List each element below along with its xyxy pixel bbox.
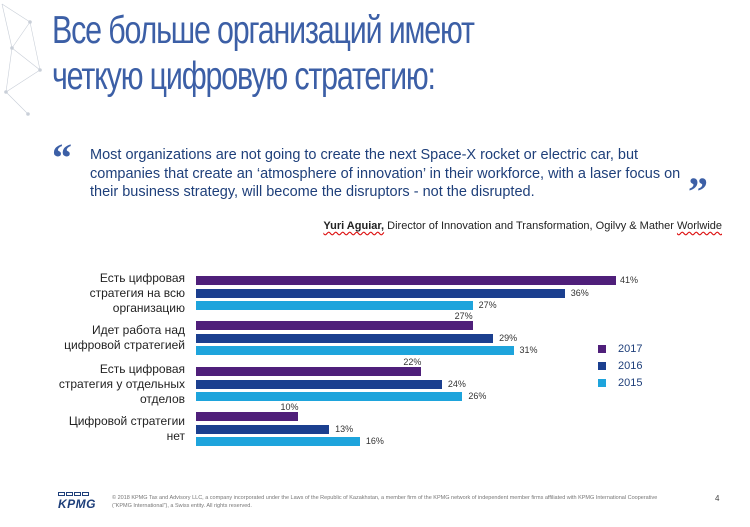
category-label: Есть цифровая стратегия на всю организацию	[90, 271, 185, 316]
close-quote-mark: ”	[688, 169, 708, 214]
author-name: Yuri Aguiar,	[323, 220, 385, 232]
category-label-line: отделов	[140, 391, 185, 406]
bar-value-label: 16%	[365, 436, 384, 446]
category-label: Идет работа над цифровой стратегией	[64, 323, 185, 353]
bar-2016	[196, 288, 565, 298]
category-label-line: организацию	[112, 300, 185, 315]
bar-2016	[196, 333, 494, 343]
legend-item-2017: 2017	[598, 340, 642, 357]
bar-2017	[196, 321, 473, 330]
legend-label: 2015	[618, 376, 643, 389]
title-line-2: четкую цифровую стратегию:	[52, 55, 436, 98]
category-label-line: нет	[166, 429, 185, 443]
bar-2016	[196, 424, 330, 434]
bar-2017	[196, 367, 422, 376]
quote-text: Most organizations are not going to crea…	[90, 147, 681, 200]
kpmg-logo-text: KPMG	[58, 497, 96, 511]
page-title: Все больше организаций имеют четкую цифр…	[52, 8, 582, 100]
category-label-line: Есть цифровая	[99, 361, 185, 376]
bar-2015	[196, 346, 514, 355]
bar-2015	[196, 392, 463, 401]
chart-legend: 2017 2016 2015	[598, 340, 642, 391]
bar-2017	[196, 412, 299, 421]
bar-value-label: 24%	[447, 378, 466, 389]
footer: KPMG © 2018 KPMG Tax and Advisory LLC, a…	[0, 488, 750, 527]
category-label-line: Есть цифровая	[99, 270, 185, 285]
open-quote-mark: “	[52, 135, 72, 180]
title-line-1: Все больше организаций имеют	[52, 9, 475, 52]
bar-value-label: 27%	[454, 311, 473, 321]
legend-item-2016: 2016	[598, 357, 642, 374]
bar-chart: Есть цифровая стратегия на всю организацию…	[0, 265, 750, 465]
author-role-last: Worlwide	[676, 220, 722, 232]
category-label-line: цифровой стратегией	[64, 338, 185, 352]
bar-value-label: 22%	[403, 357, 422, 367]
legend-swatch	[598, 378, 606, 387]
bar-2017	[196, 276, 616, 285]
bar-value-label: 10%	[280, 402, 299, 412]
bar-value-label: 13%	[335, 423, 354, 434]
network-decoration	[1, 3, 42, 116]
category-label-line: Идет работа над	[91, 323, 185, 337]
author-role: Director of Innovation and Transformatio…	[384, 220, 677, 232]
bar-value-label: 26%	[468, 391, 487, 401]
category-label-line: стратегия у отдельных	[58, 376, 185, 391]
bar-2015	[196, 437, 360, 446]
legend-swatch	[598, 344, 606, 353]
bar-value-label: 31%	[519, 345, 538, 355]
legend-swatch	[598, 361, 606, 370]
bar-2016	[196, 379, 442, 389]
category-label-line: Цифровой стратегии	[68, 414, 185, 428]
category-label-line: стратегия на всю	[89, 285, 185, 300]
legend-item-2015: 2015	[598, 374, 642, 391]
bar-2015	[196, 301, 473, 310]
bar-value-label: 41%	[620, 275, 639, 285]
bar-value-label: 36%	[570, 287, 589, 298]
bar-value-label: 29%	[499, 332, 518, 343]
kpmg-logo: KPMG	[58, 492, 96, 511]
legend-label: 2017	[618, 342, 643, 355]
category-label: Есть цифровая стратегия у отдельных отдело…	[59, 362, 185, 407]
page-number: 4	[715, 494, 720, 503]
footer-copyright: © 2018 KPMG Tax and Advisory LLC, a comp…	[112, 495, 658, 509]
legend-label: 2016	[618, 359, 643, 372]
category-label: Цифровой стратегии нет	[69, 414, 185, 444]
quote-author: Yuri Aguiar, Director of Innovation and …	[323, 220, 722, 232]
bar-value-label: 27%	[478, 300, 497, 310]
